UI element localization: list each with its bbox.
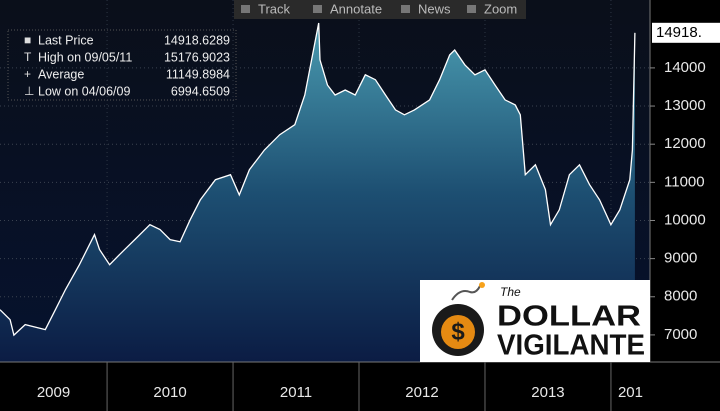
legend-value: 11149.8984 xyxy=(166,67,230,81)
fuse xyxy=(451,285,481,301)
toolbar-icon xyxy=(401,5,410,13)
spark xyxy=(479,282,485,288)
legend-glyph: T xyxy=(24,50,32,64)
toolbar-label[interactable]: Zoom xyxy=(484,1,517,16)
y-tick-label: 8000 xyxy=(664,288,697,305)
toolbar: Track Annotate News Zoom xyxy=(234,0,526,19)
legend-value: 6994.6509 xyxy=(171,84,230,98)
x-tick-label: 2013 xyxy=(531,384,564,401)
toolbar-button[interactable]: Track xyxy=(241,1,291,16)
y-tick-label: 9000 xyxy=(664,250,697,267)
y-tick-label: 7000 xyxy=(664,326,697,343)
logo-small: The xyxy=(500,285,521,299)
legend-label: Average xyxy=(38,67,84,81)
legend-value: 14918.6289 xyxy=(164,33,230,47)
toolbar-bg xyxy=(234,0,526,19)
y-tick-label: 11000 xyxy=(664,173,705,190)
x-tick-label: 2012 xyxy=(405,384,438,401)
toolbar-label[interactable]: Annotate xyxy=(330,1,382,16)
toolbar-label[interactable]: Track xyxy=(258,1,291,16)
y-tick-label: 12000 xyxy=(664,135,706,152)
legend-box xyxy=(7,29,237,101)
x-tick-label: 2009 xyxy=(37,384,70,401)
toolbar-icon xyxy=(467,5,476,13)
toolbar-button[interactable]: Annotate xyxy=(313,1,382,16)
x-tick-label: 2010 xyxy=(153,384,186,401)
toolbar-icon xyxy=(313,5,322,13)
coin-symbol: $ xyxy=(451,318,465,345)
legend-value: 15176.9023 xyxy=(164,50,230,64)
legend-label: Low on 04/06/09 xyxy=(38,84,130,98)
last-price-label: 14918. xyxy=(656,24,702,41)
area-fill xyxy=(0,23,635,362)
logo-line2: VIGILANTE xyxy=(497,330,645,362)
price-line xyxy=(0,22,636,337)
plot xyxy=(0,0,650,362)
toolbar-icon xyxy=(241,5,250,13)
coin xyxy=(441,315,475,349)
y-tick-label: 14000 xyxy=(664,59,706,76)
last-price-box xyxy=(652,22,720,43)
x-tick-label: 2011 xyxy=(280,384,312,401)
toolbar-button[interactable]: News xyxy=(401,1,451,16)
toolbar-label[interactable]: News xyxy=(418,1,451,16)
y-tick-label: 10000 xyxy=(664,211,706,228)
toolbar-button[interactable]: Zoom xyxy=(467,1,517,16)
legend: ■ Last Price 14918.6289 T High on 09/05/11 15… xyxy=(7,29,237,101)
legend-glyph: ■ xyxy=(24,33,31,47)
legend-label: Last Price xyxy=(38,33,94,47)
legend-glyph: + xyxy=(24,67,31,81)
legend-glyph: ⊥ xyxy=(24,84,34,98)
y-tick-label: 13000 xyxy=(664,97,706,114)
x-tick-label: 201 xyxy=(618,384,643,401)
legend-label: High on 09/05/11 xyxy=(38,50,132,64)
logo-line1: DOLLAR xyxy=(497,301,641,333)
logo: $ The DOLLAR VIGILANTE xyxy=(420,280,650,362)
